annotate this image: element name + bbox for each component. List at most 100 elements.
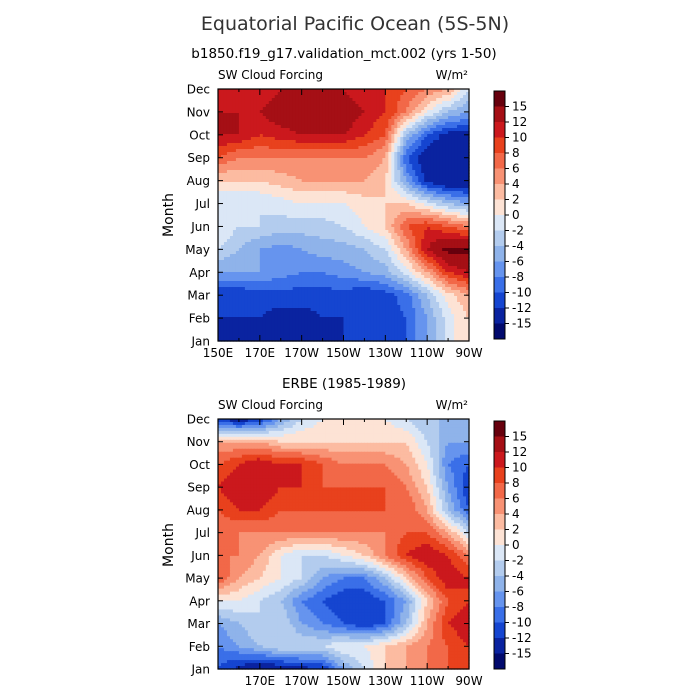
heatmap-cell [433,194,437,198]
heatmap-cell [262,233,267,237]
heatmap-cell [244,104,249,108]
heatmap-cell [241,164,246,168]
heatmap-cell [421,221,425,225]
heatmap-cell [331,122,336,126]
heatmap-cell [316,146,321,150]
heatmap-cell [241,212,246,216]
heatmap-cell [352,128,357,132]
heatmap-cell [244,197,249,201]
heatmap-cell [364,143,369,147]
heatmap-cell [448,206,452,210]
heatmap-cell [346,125,351,129]
heatmap-cell [406,107,410,111]
heatmap-cell [439,221,443,225]
heatmap-cell [229,191,234,195]
heatmap-cell [451,221,455,225]
heatmap-cell [385,155,389,159]
heatmap-cell [388,116,392,120]
heatmap-cell [238,212,243,216]
heatmap-cell [418,227,422,231]
heatmap-cell [424,119,428,123]
heatmap-cell [280,191,285,195]
heatmap-cell [268,104,273,108]
heatmap-cell [400,167,404,171]
heatmap-cell [352,188,357,192]
heatmap-cell [286,92,291,96]
heatmap-cell [259,212,264,216]
heatmap-cell [367,173,371,177]
heatmap-cell [388,104,392,108]
heatmap-cell [304,140,309,144]
heatmap-cell [394,194,398,198]
heatmap-cell [421,152,425,156]
heatmap-cell [259,170,264,174]
heatmap-cell [241,104,246,108]
heatmap-cell [295,176,300,180]
heatmap-cell [379,143,383,147]
heatmap-cell [415,221,419,225]
heatmap-cell [355,218,360,222]
heatmap-cell [289,143,294,147]
heatmap-cell [391,167,395,171]
heatmap-cell [403,164,407,168]
heatmap-cell [352,176,357,180]
heatmap-cell [226,98,231,102]
heatmap-cell [382,179,386,183]
heatmap-cell [313,137,318,141]
heatmap-cell [322,155,327,159]
heatmap-cell [325,98,330,102]
heatmap-cell [418,92,422,96]
heatmap-cell [241,203,246,207]
heatmap-cell [256,191,261,195]
heatmap-cell [241,128,246,132]
heatmap-cell [460,122,464,126]
heatmap-cell [352,218,357,222]
heatmap-cell [379,197,383,201]
heatmap-cell [358,143,363,147]
heatmap-cell [340,122,345,126]
heatmap-cell [238,230,243,234]
heatmap-cell [256,98,261,102]
heatmap-cell [310,134,315,138]
heatmap-cell [340,158,345,162]
heatmap-cell [409,98,413,102]
heatmap-cell [328,134,333,138]
heatmap-cell [319,224,324,228]
heatmap-cell [265,185,270,189]
heatmap-cell [325,92,330,96]
heatmap-cell [328,155,333,159]
heatmap-cell [388,164,392,168]
heatmap-cell [271,125,276,129]
heatmap-cell [427,230,431,234]
heatmap-cell [247,194,252,198]
heatmap-cell [424,131,428,135]
heatmap-cell [379,155,383,159]
heatmap-cell [457,128,461,132]
heatmap-cell [385,173,389,177]
heatmap-cell [436,215,440,219]
heatmap-cell [397,95,401,99]
heatmap-cell [394,185,398,189]
heatmap-cell [409,164,413,168]
heatmap-cell [385,203,389,207]
heatmap-cell [232,158,237,162]
heatmap-cell [445,110,449,114]
heatmap-cell [313,227,318,231]
heatmap-cell [286,209,291,213]
heatmap-cell [274,221,279,225]
heatmap-cell [319,128,324,132]
heatmap-cell [301,209,306,213]
heatmap-cell [244,170,249,174]
heatmap-cell [400,152,404,156]
heatmap-cell [307,161,312,165]
heatmap-cell [466,215,470,219]
heatmap-cell [364,140,369,144]
heatmap-cell [274,113,279,117]
heatmap-cell [307,224,312,228]
heatmap-cell [298,128,303,132]
heatmap-cell [229,167,234,171]
heatmap-cell [448,137,452,141]
heatmap-cell [259,113,264,117]
heatmap-cell [421,209,425,213]
heatmap-cell [388,161,392,165]
